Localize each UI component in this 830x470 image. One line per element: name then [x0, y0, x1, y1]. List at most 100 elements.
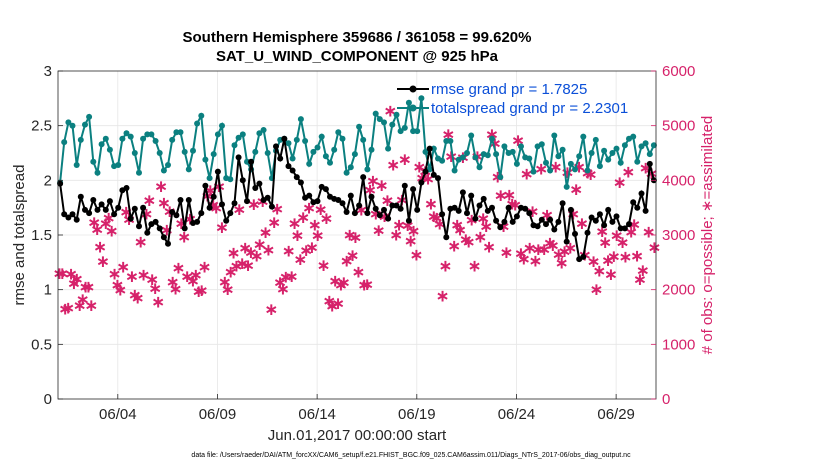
totalspread-point: [613, 145, 620, 152]
obs-marker: ∗: [197, 258, 211, 278]
rmse-point: [244, 198, 250, 205]
totalspread-point: [476, 164, 483, 171]
totalspread-point: [360, 136, 367, 143]
y-axis-label-left: rmse and totalspread: [11, 165, 28, 306]
rmse-point: [455, 207, 462, 214]
x-tick-label: 06/14: [298, 406, 336, 423]
totalspread-point: [289, 155, 296, 162]
rmse-point: [501, 218, 508, 225]
obs-marker: ∗: [241, 256, 255, 276]
obs-marker: ∗: [273, 273, 287, 293]
obs-marker: ∗: [476, 209, 490, 229]
obs-marker: ∗: [552, 245, 566, 265]
obs-marker: ∗: [444, 147, 458, 167]
obs-marker: ∗: [305, 238, 319, 258]
totalspread-point: [559, 146, 566, 153]
totalspread-point: [73, 162, 80, 168]
rmse-point: [513, 213, 520, 220]
obs-marker: ∗: [267, 213, 281, 233]
totalspread-point: [364, 166, 371, 173]
obs-marker: ∗: [195, 281, 209, 301]
totalspread-point: [156, 150, 163, 156]
totalspread-point: [356, 123, 363, 130]
totalspread-point: [69, 122, 76, 129]
totalspread-point: [617, 159, 624, 166]
rmse-point: [414, 206, 421, 213]
obs-marker: ∗: [264, 300, 278, 320]
obs-marker: ∗: [369, 205, 383, 225]
obs-marker: ∗: [386, 155, 400, 175]
obs-marker: ∗: [633, 270, 647, 290]
obs-marker: ∗: [61, 299, 75, 319]
obs-marker: ∗: [647, 238, 661, 258]
obs-marker: ∗: [261, 241, 275, 261]
rmse-point: [248, 158, 255, 165]
rmse-point: [596, 211, 603, 218]
totalspread-point: [405, 99, 412, 106]
left-tick-label: 1: [44, 282, 52, 299]
obs-marker: ∗: [499, 243, 513, 263]
totalspread-point: [264, 150, 271, 156]
left-tick-label: 0.5: [31, 336, 52, 353]
rmse-point: [347, 192, 354, 199]
rmse-point: [343, 209, 350, 215]
totalspread-point: [596, 163, 603, 170]
totalspread-point: [169, 136, 176, 143]
rmse-point: [605, 206, 612, 213]
totalspread-point: [152, 138, 159, 144]
obs-marker: ∗: [592, 261, 606, 281]
left-tick-label: 1.5: [31, 227, 52, 244]
totalspread-point: [497, 174, 504, 181]
rmse-point: [322, 186, 329, 193]
totalspread-point: [94, 169, 101, 176]
rmse-point: [256, 180, 263, 187]
obs-marker: ∗: [154, 177, 168, 197]
totalspread-point: [335, 129, 342, 136]
rmse-point: [98, 201, 105, 208]
totalspread-point: [493, 151, 500, 158]
rmse-point: [285, 163, 292, 170]
rmse-point: [410, 186, 417, 193]
totalspread-point: [331, 146, 338, 153]
x-tick-label: 06/19: [398, 406, 436, 423]
rmse-point: [563, 238, 570, 245]
obs-marker: ∗: [372, 221, 386, 241]
rmse-point: [630, 199, 637, 206]
obs-marker: ∗: [192, 282, 206, 302]
rmse-point: [426, 145, 433, 152]
totalspread-point: [119, 135, 126, 142]
rmse-point: [351, 210, 358, 217]
totalspread-point: [376, 116, 383, 123]
rmse-point: [140, 204, 147, 211]
rmse-point: [547, 216, 554, 223]
legend: rmse grand pr = 1.7825 totalspread grand…: [397, 81, 628, 117]
totalspread-point: [115, 162, 122, 168]
totalspread-point: [526, 155, 533, 162]
totalspread-point: [98, 141, 105, 148]
rmse-point: [273, 143, 279, 150]
obs-marker: ∗: [116, 258, 130, 278]
rmse-point: [368, 193, 375, 200]
totalspread-point: [310, 148, 317, 155]
totalspread-point: [484, 152, 491, 159]
totalspread-point: [339, 135, 346, 142]
rmse-point: [405, 217, 412, 224]
obs-marker: ∗: [334, 276, 348, 296]
totalspread-point: [393, 111, 400, 118]
rmse-point: [194, 218, 201, 225]
obs-marker: ∗: [171, 259, 185, 279]
obs-marker: ∗: [250, 247, 264, 267]
left-y-axis: 0 0.5 1 1.5 2 2.5 3: [31, 63, 63, 408]
obs-marker: ∗: [409, 246, 423, 266]
obs-marker: ∗: [113, 281, 127, 301]
obs-marker: ∗: [467, 256, 481, 276]
obs-marker: ∗: [450, 215, 464, 235]
rmse-point: [185, 197, 192, 203]
obs-marker: ∗: [357, 276, 371, 296]
rmse-point: [86, 210, 93, 217]
rmse-point: [297, 179, 304, 186]
obs-marker: ∗: [331, 294, 345, 314]
obs-marker: ∗: [134, 232, 148, 252]
rmse-point: [314, 198, 321, 205]
totalspread-point: [567, 160, 574, 167]
